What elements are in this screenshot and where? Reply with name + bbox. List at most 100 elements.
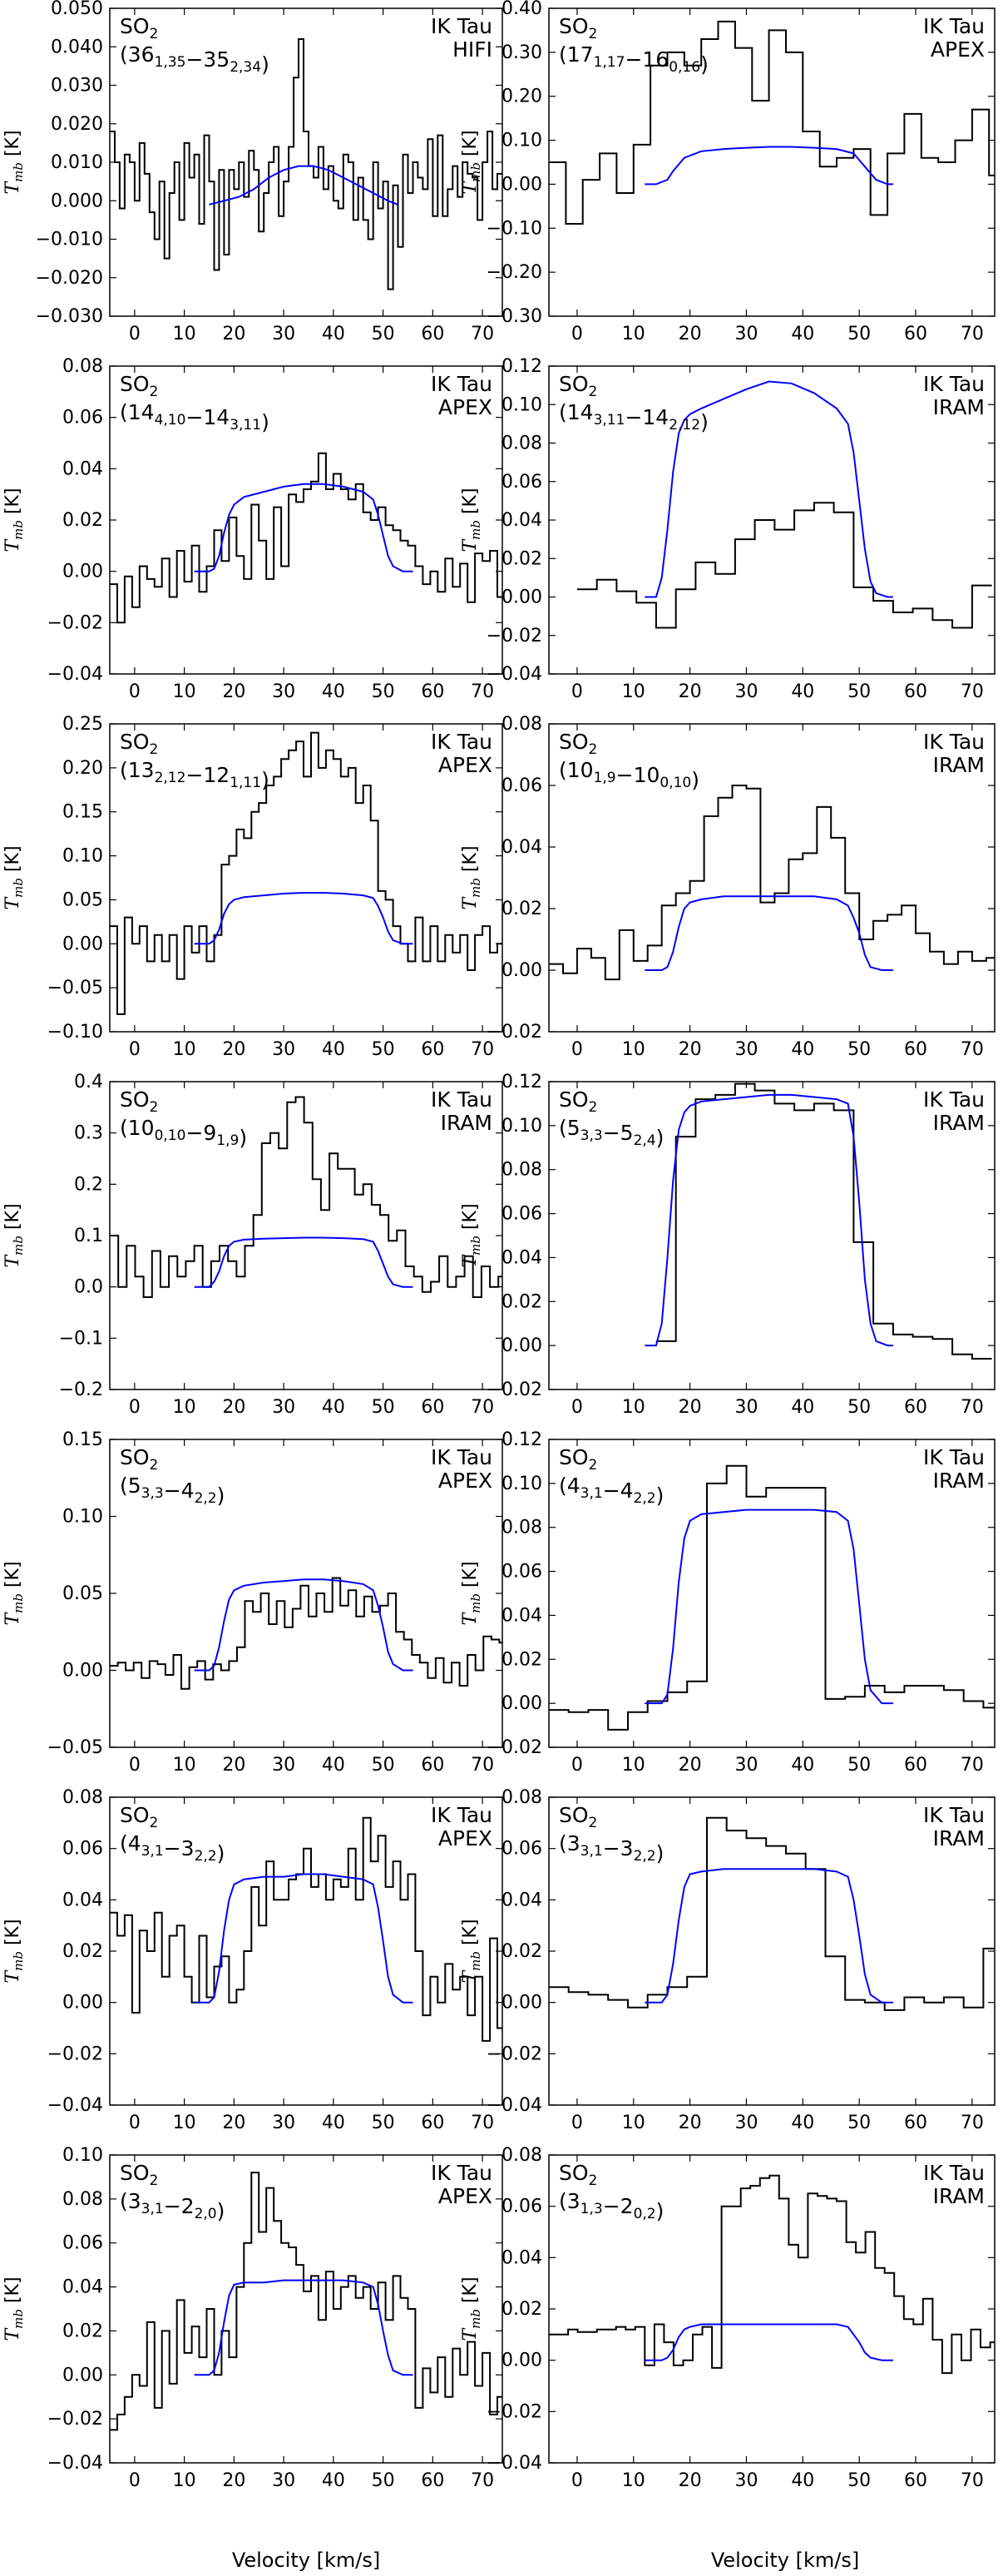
y-tick-label: −0.010 — [36, 230, 103, 250]
x-tick-label: 0 — [571, 1039, 583, 1060]
transition-label: (33,1−22,0) — [120, 2189, 225, 2223]
axes-frame — [548, 7, 996, 317]
y-tick-label: −0.04 — [47, 2095, 103, 2116]
transition-label: (171,17−160,16) — [559, 42, 709, 77]
x-tick-label: 20 — [679, 681, 702, 702]
y-tick-label: 0.06 — [62, 2233, 103, 2254]
y-tick-label: 0.00 — [501, 174, 542, 195]
y-tick-label: 0.02 — [62, 510, 103, 531]
y-tick-label: 0.08 — [62, 2189, 103, 2210]
y-tick-label: −0.04 — [487, 2453, 542, 2474]
panel-apex-12: 0 10 20 30 40 50 60 70 −0.04 −0.02 0.00 0.02 0.04 0.0… — [2, 2145, 503, 2491]
molecule-label: SO2 — [559, 730, 597, 758]
axes-frame — [109, 723, 503, 1033]
source-label: IK Tau — [923, 730, 985, 754]
molecule-label: SO2 — [120, 730, 158, 758]
x-tick-label: 10 — [622, 2113, 645, 2133]
source-label: IK Tau — [431, 1803, 492, 1827]
x-tick-label: 20 — [222, 1039, 245, 1060]
y-tick-label: −0.30 — [487, 306, 542, 327]
y-tick-label: 0.05 — [62, 889, 103, 910]
observed-spectrum-line — [549, 1816, 995, 2011]
y-tick-label: 0.08 — [501, 1160, 542, 1181]
axes-frame — [109, 2154, 503, 2464]
telescope-label: APEX — [438, 2184, 492, 2208]
model-line — [209, 165, 398, 206]
y-tick-label: −0.04 — [487, 664, 542, 685]
model-line — [645, 1508, 893, 1705]
x-tick-label: 50 — [847, 681, 871, 702]
source-label: IK Tau — [923, 1087, 985, 1112]
y-tick-label: −0.02 — [487, 1022, 542, 1043]
x-tick-label: 0 — [129, 1755, 141, 1776]
y-tick-label: 0.00 — [501, 587, 542, 608]
x-tick-label: 0 — [571, 2113, 583, 2133]
telescope-label: APEX — [438, 1826, 492, 1850]
y-axis-label: Tmb [K] — [2, 845, 26, 909]
x-tick-label: 0 — [571, 681, 583, 702]
x-tick-label: 40 — [791, 1755, 814, 1776]
axes-frame — [548, 1439, 996, 1748]
y-tick-label: 0.12 — [501, 1429, 542, 1450]
y-tick-label: 0.08 — [501, 1787, 542, 1808]
x-tick-label: 10 — [622, 1397, 645, 1418]
plot-area — [576, 380, 992, 629]
plot-area — [110, 1816, 502, 2042]
plot-area — [549, 1464, 995, 1731]
x-tick-label: 30 — [734, 1397, 758, 1418]
y-tick-label: −0.02 — [47, 2043, 103, 2064]
molecule-label: SO2 — [120, 1803, 158, 1831]
model-line — [194, 1873, 413, 2004]
x-tick-label: 60 — [904, 2113, 927, 2133]
y-tick-label: 0.030 — [51, 76, 103, 97]
x-tick-label: 30 — [272, 2113, 295, 2133]
source-label: IK Tau — [923, 2161, 985, 2185]
y-tick-label: −0.02 — [47, 612, 103, 633]
y-tick-label: 0.1 — [74, 1226, 103, 1246]
x-tick-label: 10 — [173, 681, 196, 702]
plot-area — [110, 38, 502, 290]
x-tick-label: 30 — [272, 1755, 295, 1776]
x-tick-label: 30 — [272, 324, 295, 344]
plot-area — [110, 1577, 502, 1690]
x-tick-label: 20 — [679, 2113, 702, 2133]
y-tick-label: 0.15 — [62, 1429, 103, 1450]
y-tick-label: 0.02 — [501, 899, 542, 919]
y-axis-label: Tmb [K] — [2, 130, 26, 194]
x-tick-label: 50 — [372, 1397, 395, 1418]
y-tick-label: −0.02 — [487, 626, 542, 646]
panel-iram-9: 0 10 20 30 40 50 60 70−0.020.000.020.040.060.08… — [460, 1429, 996, 1776]
x-tick-label: 30 — [734, 324, 758, 344]
transition-label: (100,10−91,9) — [120, 1116, 247, 1150]
y-tick-label: 0.08 — [501, 433, 542, 454]
y-tick-label: 0.15 — [62, 802, 103, 823]
y-tick-label: 0.10 — [62, 846, 103, 867]
x-tick-label: 10 — [173, 324, 196, 344]
y-tick-label: 0.00 — [501, 1993, 542, 2014]
observed-spectrum-line — [110, 1577, 502, 1690]
x-tick-label: 20 — [222, 2470, 245, 2491]
x-tick-label: 70 — [471, 1755, 494, 1776]
transition-label: (31,3−20,2) — [559, 2189, 664, 2223]
panel-apex-1: 0 10 20 30 40 50 60 70−0.30−0.20−0.100.000.100.… — [460, 0, 996, 344]
molecule-label: SO2 — [559, 1087, 597, 1116]
x-tick-label: 20 — [679, 1397, 702, 1418]
x-tick-label: 10 — [173, 1039, 196, 1060]
y-tick-label: 0.00 — [62, 1661, 103, 1682]
y-tick-label: 0.00 — [62, 934, 103, 954]
source-label: IK Tau — [431, 1445, 492, 1469]
panel-apex-8: 0 10 20 30 40 50 60 70 −0.05 0.00 0.05 0.10 0.15 Tmb … — [2, 1429, 503, 1776]
x-tick-label: 20 — [679, 1755, 702, 1776]
panel-hifi-0: 0 10 20 30 40 50 60 70 −0.030 −0.020 −0.010 0.000 0.… — [2, 0, 503, 344]
telescope-label: IRAM — [933, 1826, 985, 1850]
x-tick-label: 50 — [847, 1755, 871, 1776]
x-tick-label: 0 — [129, 1039, 141, 1060]
plot-area — [549, 20, 995, 225]
panel-grid: 0 10 20 30 40 50 60 70−0.030−0.020−0.0100.0000.… — [2, 0, 996, 2491]
y-tick-label: 0.00 — [501, 1693, 542, 1714]
source-label: IK Tau — [923, 14, 985, 38]
observed-spectrum-line — [110, 38, 502, 290]
y-tick-label: −0.02 — [487, 1380, 542, 1400]
x-tick-label: 70 — [471, 2113, 494, 2133]
y-axis-label: Tmb [K] — [460, 488, 483, 552]
